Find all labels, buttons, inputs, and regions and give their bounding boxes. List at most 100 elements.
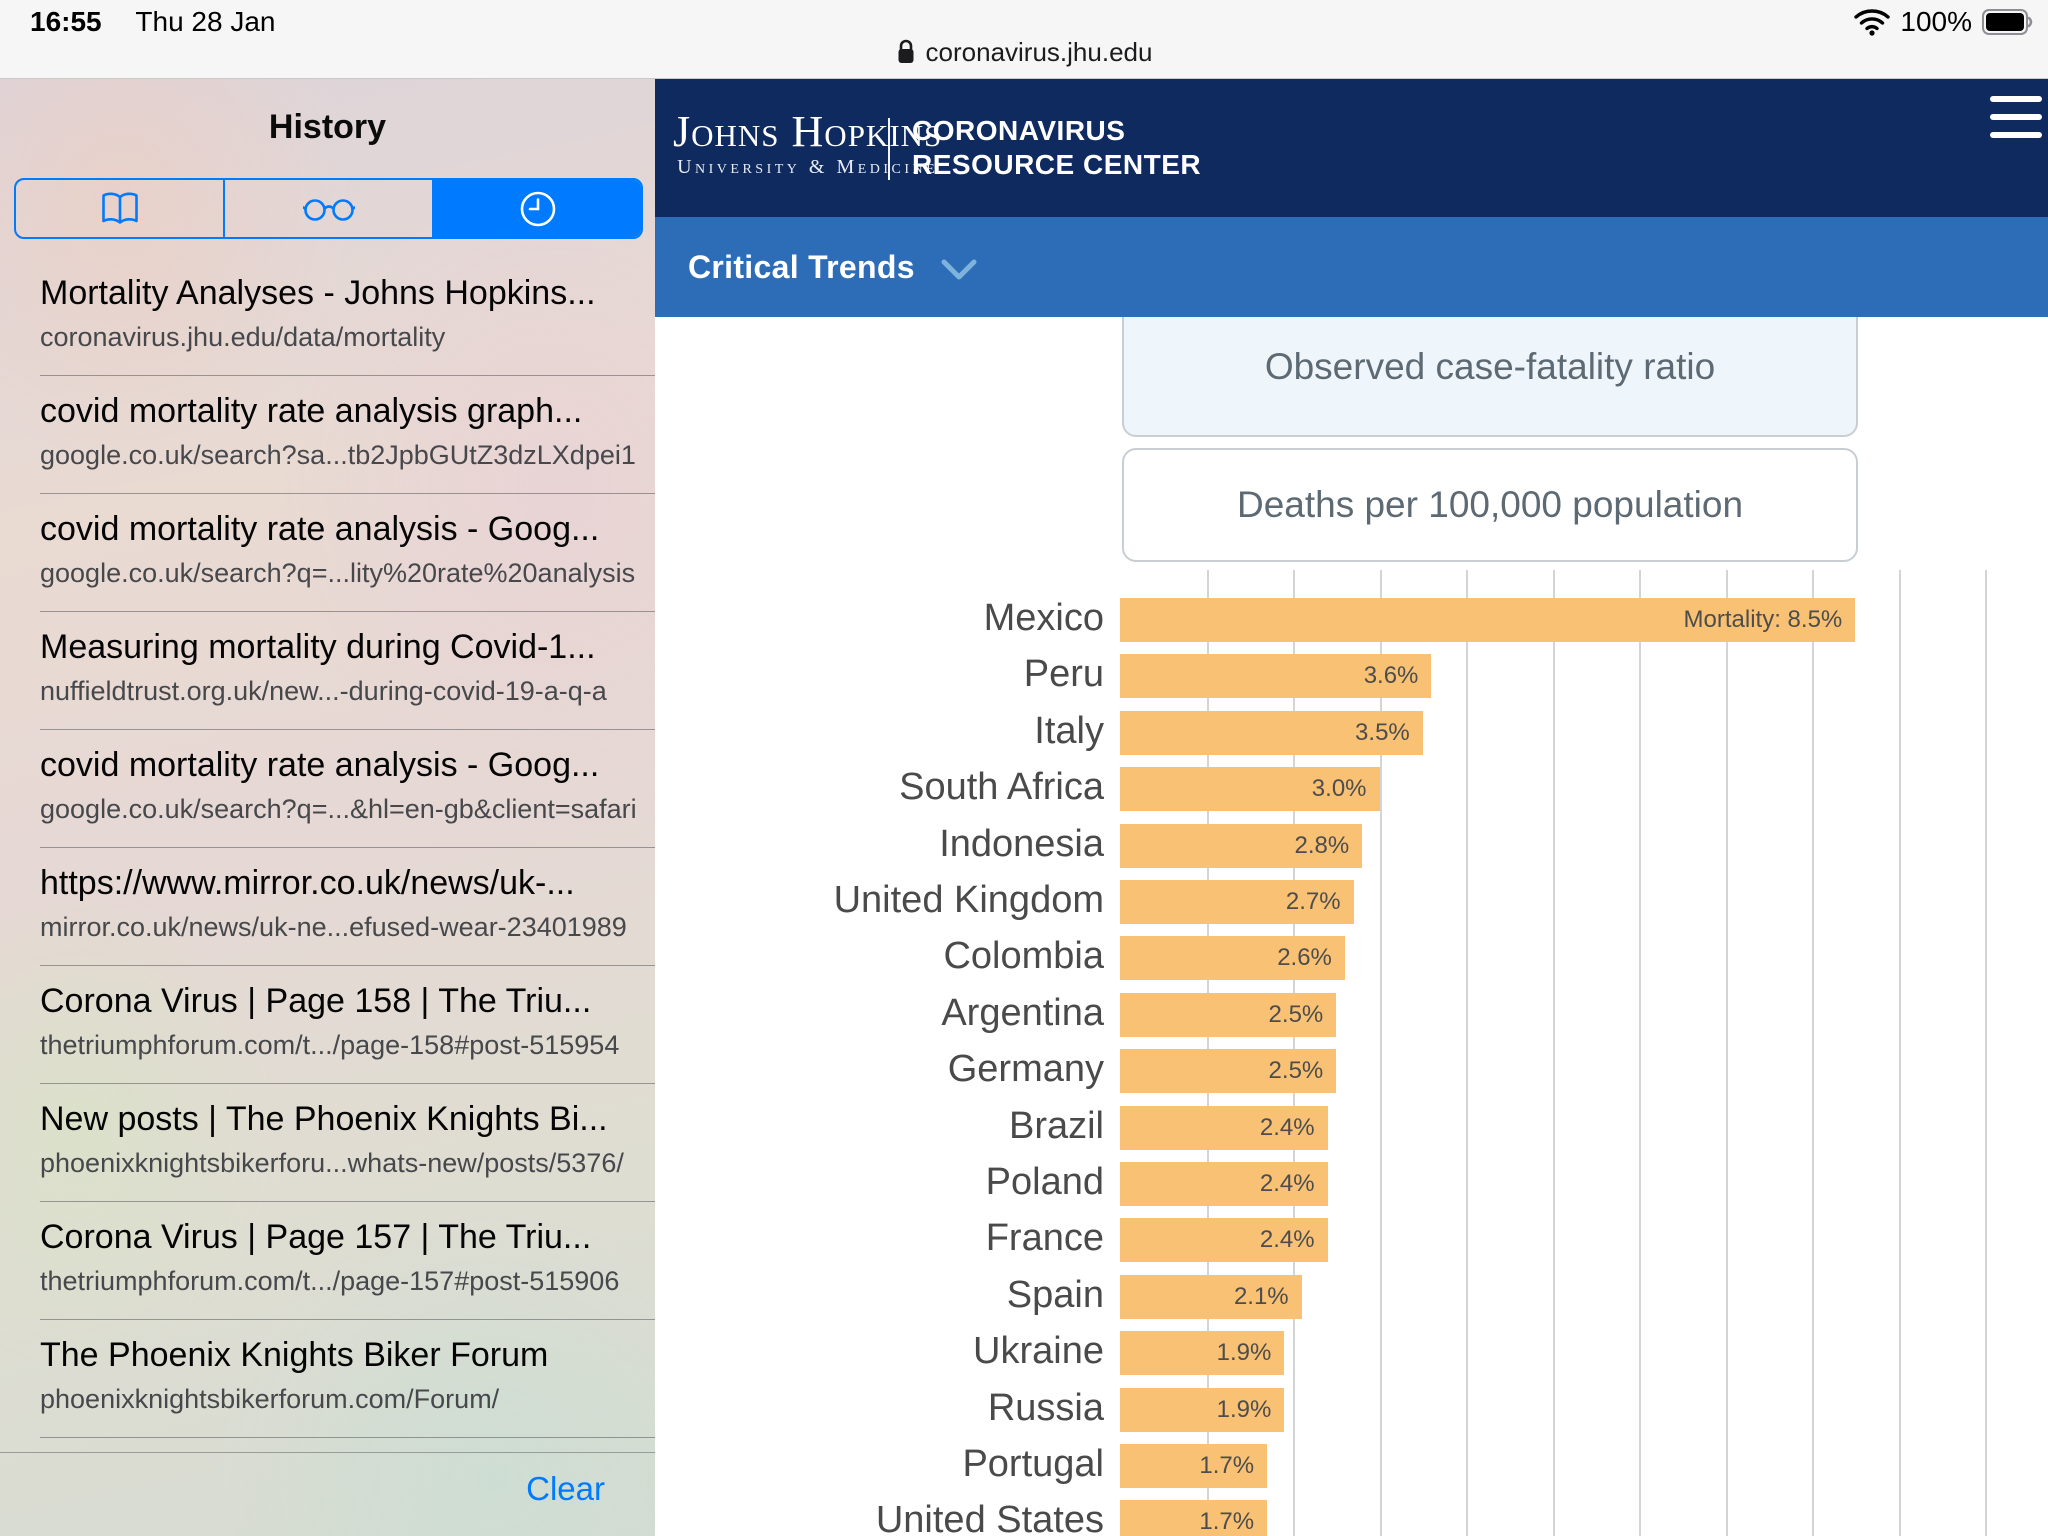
tab-reading-list[interactable]	[223, 180, 432, 237]
hamburger-icon	[1990, 96, 2042, 102]
history-item[interactable]: Corona Virus | Page 157 | The Triu... the…	[0, 1202, 655, 1320]
country-label: Brazil	[1008, 1104, 1104, 1147]
mortality-bar[interactable]: 2.5%	[1120, 992, 1337, 1037]
site-brand[interactable]: CORONAVIRUS RESOURCE CENTER	[912, 114, 1201, 182]
country-label: Poland	[985, 1161, 1104, 1203]
critical-trends-nav: Critical Trends	[655, 217, 2048, 317]
gridline	[1985, 570, 1987, 1536]
mortality-bar[interactable]: 2.8%	[1120, 823, 1363, 868]
bar-value-label: 3.0%	[1311, 775, 1367, 803]
mortality-bar[interactable]: 1.7%	[1120, 1444, 1268, 1488]
gridline	[1725, 570, 1728, 1536]
gridline	[1552, 570, 1555, 1536]
country-label: France	[985, 1217, 1104, 1260]
history-item[interactable]: Corona Virus | Page 158 | The Triu... the…	[0, 966, 655, 1084]
history-item[interactable]: covid mortality rate analysis - Goog... g…	[0, 730, 655, 848]
battery-icon	[1982, 9, 2034, 35]
history-item[interactable]: Measuring mortality during Covid-1... nuf…	[0, 612, 655, 730]
mortality-bar[interactable]: 2.1%	[1120, 1274, 1302, 1319]
mortality-bar[interactable]: 3.0%	[1120, 767, 1380, 812]
history-item-url: thetriumphforum.com/t.../page-158#post-5…	[40, 1030, 620, 1060]
bar-value-label: 2.6%	[1277, 944, 1332, 972]
mortality-bar[interactable]: Mortality: 8.5%	[1120, 598, 1856, 642]
country-label: Italy	[1034, 709, 1104, 752]
jhu-logo[interactable]: Johns Hopkins University & Medicine	[673, 110, 942, 180]
mortality-bar[interactable]: 2.5%	[1120, 1049, 1337, 1094]
country-label: Indonesia	[939, 822, 1104, 865]
menu-button[interactable]	[1990, 96, 2042, 138]
country-label: United States	[875, 1499, 1104, 1536]
tab-history[interactable]	[432, 180, 641, 237]
history-item-url: nuffieldtrust.org.uk/new...-during-covid…	[40, 676, 607, 706]
history-item-title: Corona Virus | Page 158 | The Triu...	[40, 982, 592, 1020]
clear-history-button[interactable]: Clear	[526, 1470, 605, 1507]
mortality-bar-chart: Mexico Mortality: 8.5% Peru 3.6% Italy 3.5% So…	[655, 78, 2048, 1536]
critical-trends-dropdown[interactable]: Critical Trends	[688, 248, 915, 285]
history-item[interactable]: New posts | The Phoenix Knights Bi... pho…	[0, 1084, 655, 1202]
address-bar[interactable]: coronavirus.jhu.edu	[0, 30, 2048, 74]
history-item[interactable]: covid mortality rate analysis graph... go…	[0, 376, 655, 494]
history-item-title: The Phoenix Knights Biker Forum	[40, 1336, 549, 1374]
history-item[interactable]: https://www.mirror.co.uk/news/uk-... mirr…	[0, 848, 655, 966]
clock-time: 16:55	[30, 6, 102, 37]
mortality-bar[interactable]: 2.4%	[1120, 1162, 1328, 1206]
bar-value-label: 2.4%	[1259, 1113, 1315, 1141]
site-header: Johns Hopkins University & Medicine CORO…	[655, 78, 2048, 217]
history-item[interactable]: Mortality Analyses - Johns Hopkins... cor…	[0, 258, 655, 376]
gridline	[1466, 570, 1468, 1536]
mortality-bar[interactable]: 1.9%	[1120, 1387, 1285, 1432]
country-label: Mexico	[983, 597, 1104, 639]
history-item-title: covid mortality rate analysis graph...	[40, 392, 583, 430]
country-label: Colombia	[943, 935, 1104, 978]
country-label: Russia	[987, 1386, 1104, 1429]
bar-value-label: 3.5%	[1355, 718, 1410, 746]
country-label: Ukraine	[973, 1330, 1104, 1373]
mortality-bar[interactable]: 2.6%	[1120, 936, 1345, 981]
history-item-url: phoenixknightsbikerforu...whats-new/post…	[40, 1148, 624, 1178]
history-item-title: https://www.mirror.co.uk/news/uk-...	[40, 864, 575, 902]
jhu-logo-name: Johns Hopkins	[673, 107, 943, 156]
country-label: United Kingdom	[833, 879, 1104, 921]
mortality-bar[interactable]: 2.4%	[1120, 1105, 1328, 1150]
history-item[interactable]: covid mortality rate analysis - Goog... g…	[0, 494, 655, 612]
history-item-title: New posts | The Phoenix Knights Bi...	[40, 1100, 608, 1138]
country-label: Portugal	[962, 1443, 1104, 1485]
bookmarks-segmented-control	[14, 178, 643, 239]
history-item-url: google.co.uk/search?q=...lity%20rate%20a…	[40, 558, 636, 588]
mortality-bar[interactable]: 3.6%	[1120, 654, 1432, 699]
clock-icon	[518, 189, 558, 229]
history-item-title: Mortality Analyses - Johns Hopkins...	[40, 274, 596, 312]
status-and-url-bar: 16:55 Thu 28 Jan coronavirus.jhu.edu	[0, 0, 2048, 79]
mortality-bar[interactable]: 2.7%	[1120, 880, 1354, 924]
country-label: Spain	[1006, 1273, 1104, 1316]
footer-divider	[0, 1452, 655, 1453]
bar-value-label: 1.7%	[1199, 1452, 1255, 1479]
country-label: Germany	[947, 1048, 1104, 1091]
url-domain: coronavirus.jhu.edu	[925, 36, 1153, 67]
gridline	[1379, 570, 1382, 1536]
history-item-title: Measuring mortality during Covid-1...	[40, 628, 596, 666]
logo-divider	[888, 118, 890, 180]
mortality-bar[interactable]: 3.5%	[1120, 710, 1423, 755]
mortality-bar[interactable]: 2.4%	[1120, 1218, 1328, 1263]
history-item[interactable]: The Phoenix Knights Biker Forum phoenixkn…	[0, 1320, 655, 1438]
mortality-bar[interactable]: 1.9%	[1120, 1331, 1285, 1376]
history-item-title: Corona Virus | Page 157 | The Triu...	[40, 1218, 592, 1256]
mortality-bar[interactable]: 1.7%	[1120, 1500, 1268, 1536]
bar-value-label: 2.7%	[1285, 888, 1341, 915]
history-item-url: google.co.uk/search?q=...&hl=en-gb&clien…	[40, 794, 637, 824]
tab-bookmarks[interactable]	[16, 180, 223, 237]
battery-percentage: 100%	[1900, 6, 1972, 37]
metric-button-deaths-per-100k[interactable]: Deaths per 100,000 population	[1122, 448, 1858, 562]
metric-button-case-fatality[interactable]: Observed case-fatality ratio	[1122, 297, 1858, 437]
bar-value-label: 2.8%	[1294, 831, 1350, 859]
history-panel-title: History	[268, 108, 387, 146]
chevron-down-icon[interactable]	[941, 259, 977, 281]
history-item-url: thetriumphforum.com/t.../page-157#post-5…	[40, 1266, 620, 1296]
history-item-url: google.co.uk/search?sa...tb2JpbGUtZ3dzLX…	[40, 440, 636, 470]
history-item-url: coronavirus.jhu.edu/data/mortality	[40, 322, 446, 352]
bar-value-label: 2.5%	[1268, 1000, 1324, 1028]
bar-value-label: 3.6%	[1363, 662, 1419, 690]
webpage-jhu-crc: Mexico Mortality: 8.5% Peru 3.6% Italy 3.5% So…	[655, 78, 2048, 1536]
